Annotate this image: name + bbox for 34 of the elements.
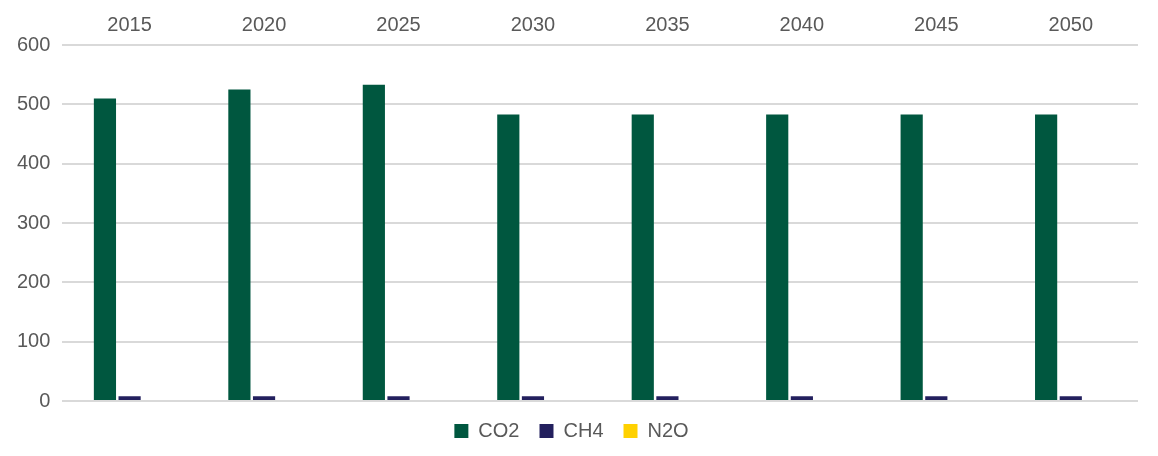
y-tick-label: 100 xyxy=(16,329,51,352)
bar xyxy=(521,396,545,400)
y-tick-label: 0 xyxy=(39,388,51,411)
x-tick-label: 2025 xyxy=(376,12,421,35)
x-tick-label: 2030 xyxy=(510,12,556,35)
x-tick-label: 2040 xyxy=(779,12,825,35)
bar xyxy=(93,98,117,400)
bar xyxy=(656,396,679,400)
bar xyxy=(252,396,276,400)
bar xyxy=(497,114,520,400)
x-tick-label: 2045 xyxy=(914,12,959,35)
legend-label: CO2 xyxy=(478,418,520,441)
y-tick-label: 200 xyxy=(16,269,51,292)
y-tick-label: 500 xyxy=(16,91,51,114)
bar xyxy=(766,114,789,400)
y-tick-label: 600 xyxy=(16,32,51,55)
bar xyxy=(387,396,410,400)
y-tick-label: 300 xyxy=(16,210,51,233)
x-tick-label: 2020 xyxy=(241,12,287,35)
bar xyxy=(228,89,251,400)
bar xyxy=(925,396,948,400)
bar xyxy=(1059,396,1082,400)
bar xyxy=(631,114,654,400)
x-tick-label: 2035 xyxy=(645,12,690,35)
bar xyxy=(362,84,385,400)
legend-label: N2O xyxy=(647,418,689,441)
bar xyxy=(118,396,141,400)
bar xyxy=(900,114,923,400)
bar xyxy=(1035,114,1058,400)
legend-label: CH4 xyxy=(563,418,604,441)
bar xyxy=(790,396,813,400)
x-tick-label: 2015 xyxy=(107,12,152,35)
x-tick-label: 2050 xyxy=(1048,12,1094,35)
y-tick-label: 400 xyxy=(16,151,51,174)
